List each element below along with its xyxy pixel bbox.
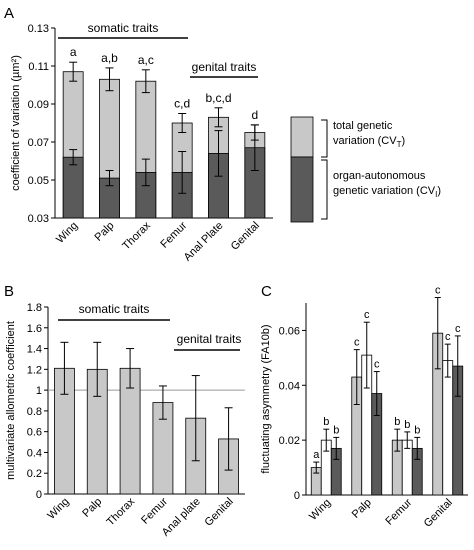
panel-c-category-label: Wing <box>307 497 333 523</box>
panel-a-y-tick-label: 0.07 <box>28 137 49 149</box>
panel-a-legend-autonomous-text: genetic variation (CV <box>333 185 436 197</box>
panel-c-y-tick-label: 0.06 <box>279 325 300 337</box>
panel-a-category-label: Anal Plate <box>182 220 226 264</box>
panel-a-legend-total-line2: variation (CV <box>333 135 397 147</box>
panel-a-y-tick-label: 0.13 <box>28 23 49 35</box>
panel-c-significance-letter: b <box>333 424 339 436</box>
panel-b-y-tick-label: 0.6 <box>27 427 42 439</box>
panel-a-somatic-label: somatic traits <box>88 21 159 35</box>
panel-c-significance-letter: a <box>313 449 320 461</box>
panel-b-y-axis-label: multivariate allometric coefficient <box>5 321 17 480</box>
panel-b-somatic-label: somatic traits <box>79 302 150 316</box>
panel-b-y-tick-label: 1 <box>36 385 42 397</box>
panel-a-legend-total-subscript: T <box>397 140 402 149</box>
panel-a-legend-swatch-total <box>290 116 314 158</box>
panel-a-category-label: Genital <box>229 220 262 253</box>
panel-b-category-label: Femur <box>139 495 170 526</box>
panel-a-significance-letter: b,c,d <box>205 91 231 105</box>
panel-a-legend-autonomous-line1: organ-autonomous <box>333 170 426 182</box>
panel-a-letter: A <box>4 5 14 22</box>
panel-b-y-tick-label: 0.8 <box>27 406 42 418</box>
panel-c-y-tick-label: 0.02 <box>279 435 300 447</box>
panel-c-category-label: Palp <box>350 497 374 521</box>
panel-a-y-axis-label: coefficient of variation (µm²) <box>10 55 22 191</box>
panel-a-genital-label: genital traits <box>192 60 257 74</box>
panel-a-legend-total-close: ) <box>401 135 405 147</box>
panel-a-category-label: Palp <box>93 220 117 244</box>
panel-b-category-label: Genital <box>203 496 236 529</box>
panel-b-y-tick-label: 0 <box>36 489 42 501</box>
panel-a-legend-swatch-autonomous <box>290 156 314 223</box>
panel-a-y-tick-label: 0.11 <box>28 61 49 73</box>
panel-b-y-tick-label: 1.4 <box>27 344 42 356</box>
panel-b-category-label: Wing <box>45 496 71 522</box>
panel-a-significance-letter: c,d <box>174 97 190 111</box>
panel-a-significance-letter: a,c <box>138 53 154 67</box>
panel-a-chart: 0.03 0.05 0.07 0.09 0.11 0.13 coefficient of v… <box>10 21 441 264</box>
panel-a-significance-letter: d <box>251 108 258 122</box>
panel-a-legend-total-line1: total genetic <box>333 120 393 132</box>
panel-a-bar-autonomous <box>62 156 84 219</box>
panel-b-y-tick-label: 0.4 <box>27 447 42 459</box>
panel-a-legend-autonomous-close: ) <box>437 185 441 197</box>
panel-a-category-label: Wing <box>54 220 80 246</box>
panel-c-category-label: Genital <box>422 497 455 530</box>
panel-a-significance-letter: a,b <box>101 51 118 65</box>
panel-c-significance-letter: b <box>404 419 410 431</box>
panel-b-category-label: Thorax <box>105 495 138 528</box>
panel-c-significance-letter: c <box>374 359 380 371</box>
panel-a-legend-autonomous-subscript: I <box>435 190 437 199</box>
panel-a-y-tick-label: 0.09 <box>28 99 49 111</box>
panel-c-significance-letter: b <box>414 424 420 436</box>
panel-b-y-tick-label: 1.8 <box>27 302 42 314</box>
panel-c-y-tick-label: 0 <box>294 490 300 502</box>
panel-a-category-label: Femur <box>158 219 189 250</box>
panel-c-significance-letter: c <box>455 323 461 335</box>
panel-b-chart: 0 0.2 0.4 0.6 0.8 1 1.2 1.4 1.6 1.8 multivariate a… <box>5 302 245 539</box>
panel-a-significance-letter: a <box>70 45 77 59</box>
panel-a-legend-autonomous-line2: genetic variation (CVI) <box>333 185 441 199</box>
panel-c-significance-letter: b <box>323 416 329 428</box>
panel-c-letter: C <box>261 283 272 300</box>
panel-c-significance-letter: c <box>445 331 451 343</box>
panel-a-y-tick-label: 0.03 <box>28 213 49 225</box>
panel-b-y-tick-label: 0.2 <box>27 468 42 480</box>
panel-b-y-tick-label: 1.6 <box>27 323 42 335</box>
panel-a-legend-brace-total <box>321 119 328 158</box>
panel-b-genital-label: genital traits <box>177 332 242 346</box>
panel-c-y-axis-label: fluctuating asymmetry (FA10b) <box>260 324 272 473</box>
panel-c-y-tick-label: 0.04 <box>279 380 300 392</box>
panel-c-chart: 0 0.02 0.04 0.06 fluctuating asymmetry (FA10… <box>260 285 468 530</box>
panel-c-significance-letter: c <box>435 285 441 297</box>
panel-a-legend-brace-autonomous <box>321 159 328 220</box>
panel-c-significance-letter: c <box>354 337 360 349</box>
panel-c-significance-letter: b <box>394 416 400 428</box>
panel-a-y-tick-label: 0.05 <box>28 175 49 187</box>
panel-c-category-label: Femur <box>383 496 414 527</box>
panel-c-bar <box>442 360 454 496</box>
panel-b-letter: B <box>4 283 14 300</box>
panel-b-category-label: Palp <box>80 496 104 520</box>
panel-c-significance-letter: c <box>364 309 370 321</box>
panel-a-category-label: Thorax <box>120 219 153 252</box>
panel-a-legend-total-label: total genetic variation (CVT) <box>333 120 405 149</box>
panel-b-y-tick-label: 1.2 <box>27 364 42 376</box>
